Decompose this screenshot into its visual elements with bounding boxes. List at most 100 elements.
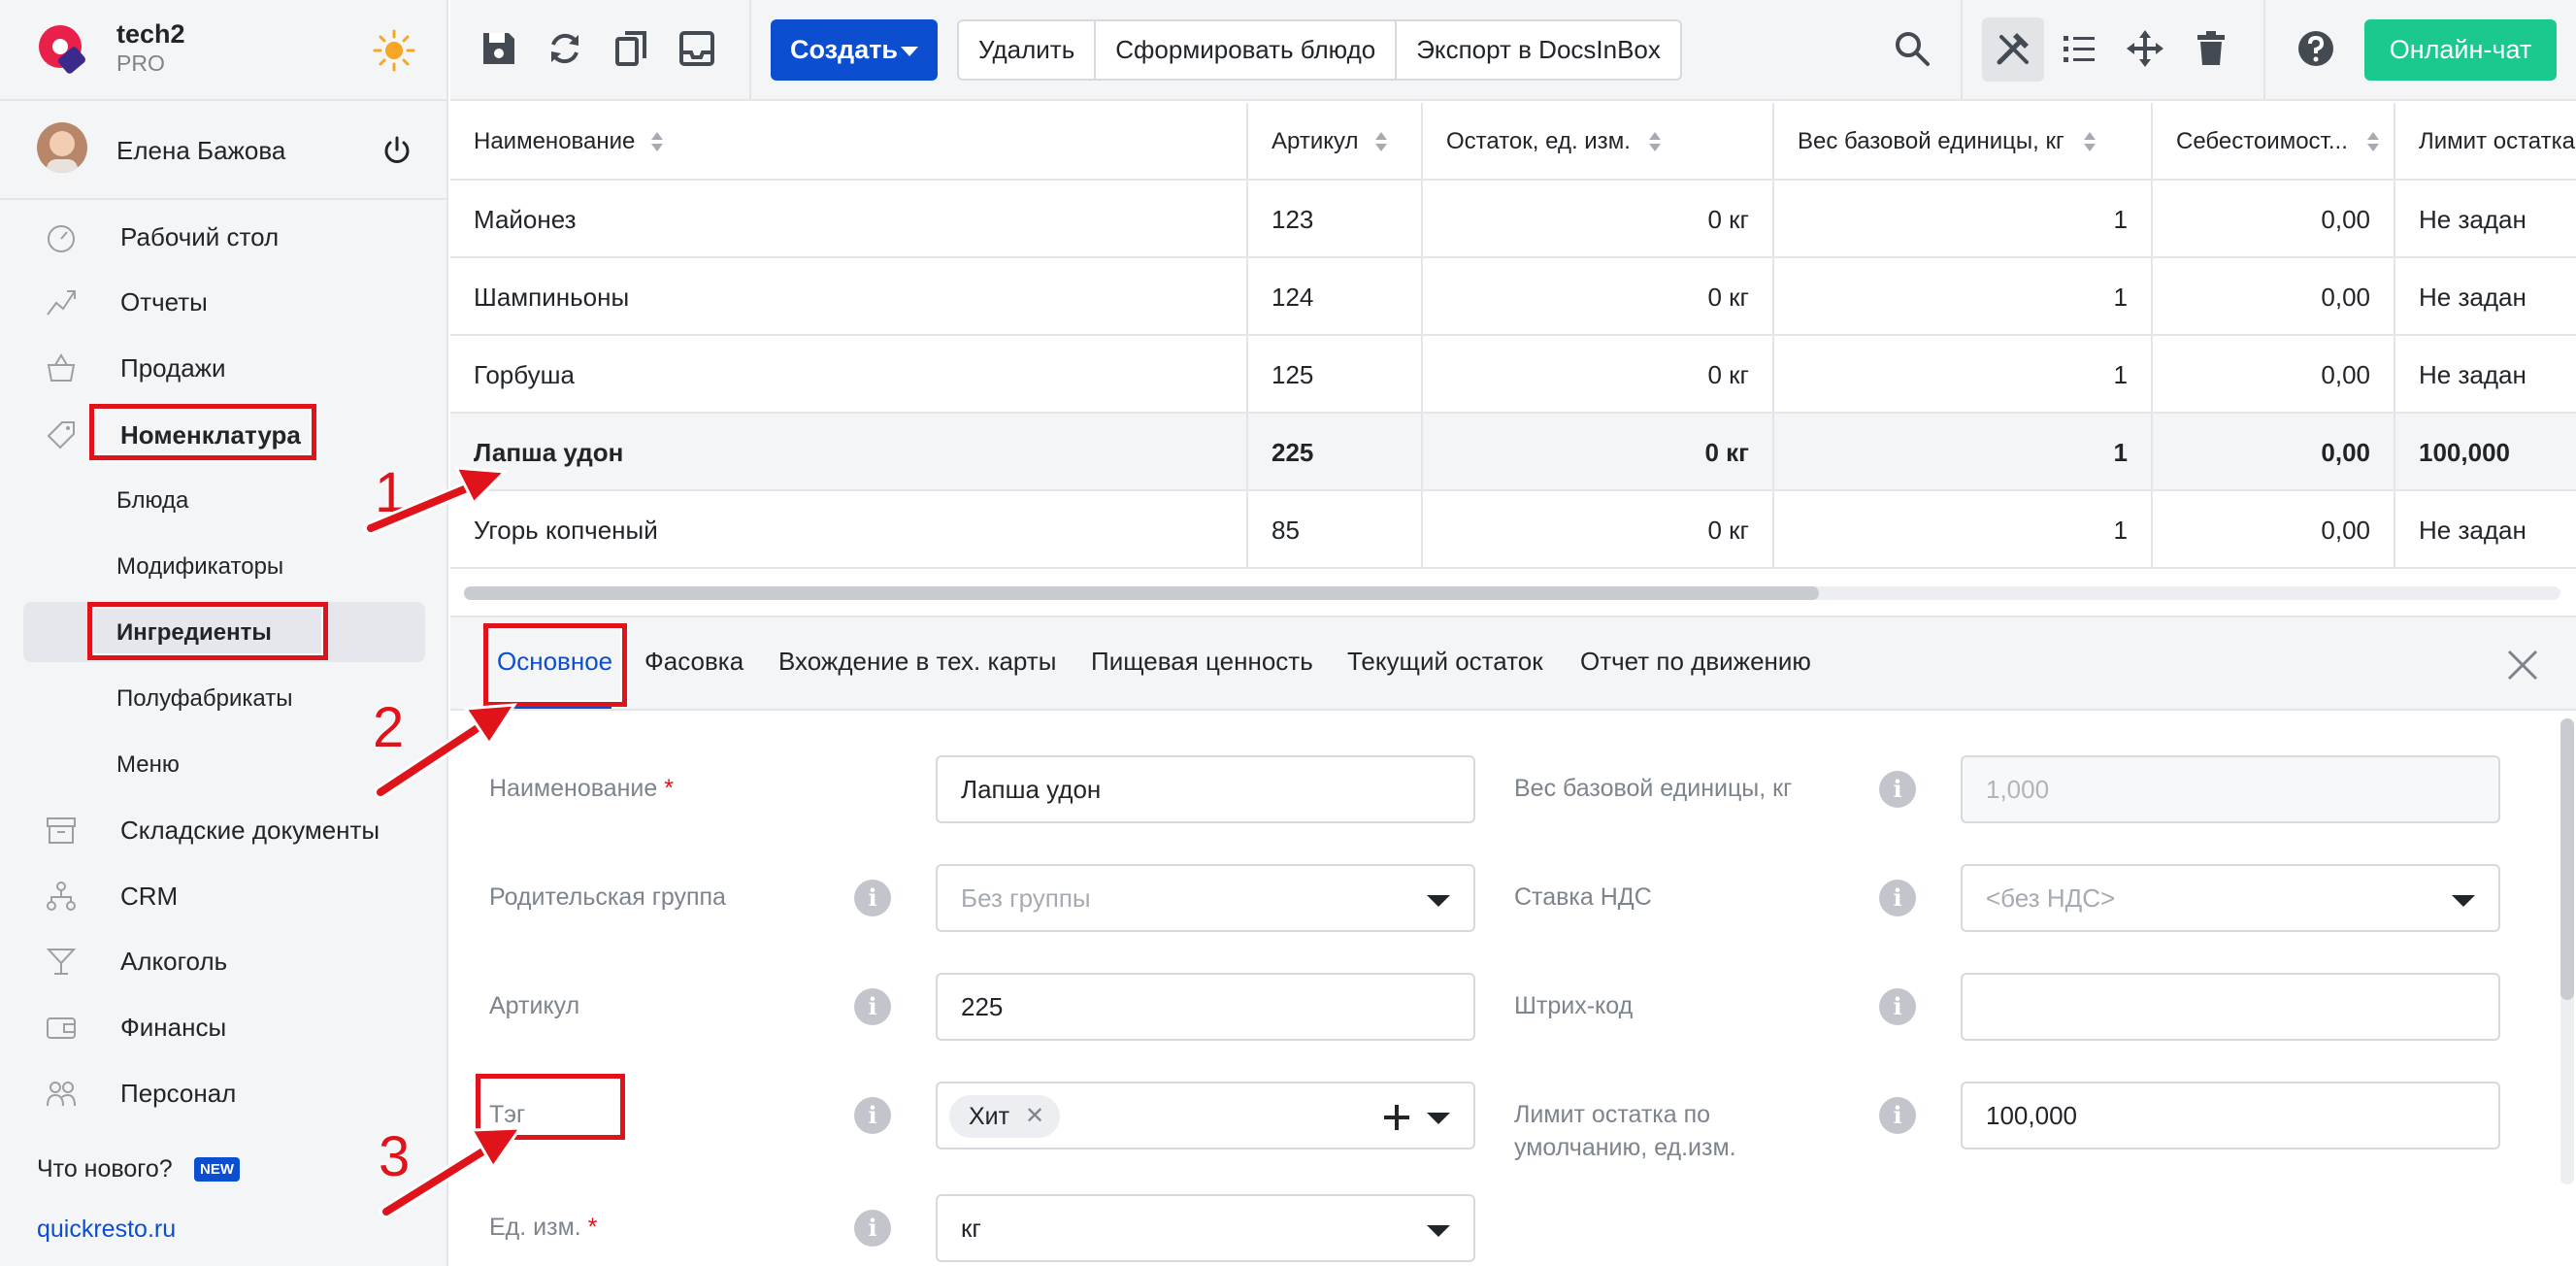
vat-select[interactable]: <без НДС> xyxy=(1961,864,2500,932)
cell-article: 124 xyxy=(1248,258,1423,336)
tools-icon[interactable] xyxy=(1994,29,2032,68)
online-chat-button[interactable]: Онлайн-чат xyxy=(2364,19,2557,81)
nav-item-warehouse-docs[interactable]: Складские документы xyxy=(23,801,431,857)
column-header-limit[interactable]: Лимит остатка xyxy=(2395,103,2576,181)
brand-header: tech2 PRO xyxy=(0,0,448,101)
search-icon[interactable] xyxy=(1893,29,1932,68)
vertical-scrollbar[interactable] xyxy=(2560,718,2574,1184)
cell-cost: 0,00 xyxy=(2153,181,2395,258)
tab-tech-cards[interactable]: Вхождение в тех. карты xyxy=(778,647,1057,676)
nav-item-crm[interactable]: CRM xyxy=(23,867,431,923)
remove-tag-icon[interactable]: ✕ xyxy=(1024,1103,1045,1129)
parent-group-label: Родительская группа xyxy=(489,883,726,911)
toolbar-divider xyxy=(749,0,751,101)
table-row[interactable]: Горбуша 125 0 кг 1 0,00 Не задан xyxy=(450,336,2576,414)
info-icon[interactable]: i xyxy=(854,1097,891,1134)
nav-item-nomenclature[interactable]: Номенклатура xyxy=(23,406,431,462)
column-title: Себестоимост... xyxy=(2176,128,2348,154)
sun-icon[interactable] xyxy=(373,29,415,72)
list-icon[interactable] xyxy=(2060,29,2098,68)
plus-icon[interactable] xyxy=(1382,1103,1411,1132)
sub-label: Меню xyxy=(116,751,180,778)
delete-button[interactable]: Удалить xyxy=(959,21,1097,79)
whats-new-link[interactable]: Что нового? xyxy=(37,1155,173,1183)
sub-item-modifiers[interactable]: Модификаторы xyxy=(23,536,425,596)
parent-group-select[interactable]: Без группы xyxy=(936,864,1475,932)
tag-label: Тэг xyxy=(489,1101,526,1128)
table-row[interactable]: Угорь копченый 85 0 кг 1 0,00 Не задан xyxy=(450,491,2576,569)
site-link[interactable]: quickresto.ru xyxy=(37,1216,177,1243)
column-header-cost[interactable]: Себестоимост... xyxy=(2153,103,2395,181)
table-row[interactable]: Шампиньоны 124 0 кг 1 0,00 Не задан xyxy=(450,258,2576,336)
info-icon[interactable]: i xyxy=(1879,1097,1916,1134)
cell-weight: 1 xyxy=(1774,336,2153,414)
sub-label: Ингредиенты xyxy=(116,619,272,646)
column-header-weight[interactable]: Вес базовой единицы, кг xyxy=(1774,103,2153,181)
copy-icon[interactable] xyxy=(611,29,650,68)
export-docsinbox-button[interactable]: Экспорт в DocsInBox xyxy=(1416,35,1661,64)
tab-main[interactable]: Основное xyxy=(497,647,613,676)
nav-item-dashboard[interactable]: Рабочий стол xyxy=(23,208,431,264)
power-icon[interactable] xyxy=(380,134,413,167)
nav-item-staff[interactable]: Персонал xyxy=(23,1064,431,1120)
cell-stock: 0 кг xyxy=(1423,181,1774,258)
barcode-input[interactable] xyxy=(1961,973,2500,1041)
cell-limit: Не задан xyxy=(2419,516,2526,545)
sort-icon xyxy=(1375,132,1387,151)
unit-select[interactable]: кг xyxy=(936,1194,1475,1262)
scrollbar-thumb[interactable] xyxy=(464,586,1819,600)
highlight-tag-label xyxy=(476,1074,625,1140)
make-dish-button[interactable]: Сформировать блюдо xyxy=(1096,21,1398,79)
column-header-name[interactable]: Наименование xyxy=(450,103,1248,181)
column-header-article[interactable]: Артикул xyxy=(1248,103,1423,181)
avatar[interactable] xyxy=(37,122,87,173)
move-icon[interactable] xyxy=(2126,29,2164,68)
info-icon[interactable]: i xyxy=(1879,880,1916,916)
cell-cost: 0,00 xyxy=(2153,414,2395,491)
info-icon[interactable]: i xyxy=(854,880,891,916)
chevron-down-icon xyxy=(1427,1113,1450,1124)
inbox-icon[interactable] xyxy=(677,29,716,68)
nav-item-reports[interactable]: Отчеты xyxy=(23,273,431,329)
info-icon[interactable]: i xyxy=(854,1210,891,1247)
trash-icon[interactable] xyxy=(2192,29,2230,68)
nav-item-alcohol[interactable]: Алкоголь xyxy=(23,932,431,988)
create-button[interactable]: Создать xyxy=(771,19,938,81)
cell-name: Горбуша xyxy=(450,336,1248,414)
tab-current-stock[interactable]: Текущий остаток xyxy=(1347,647,1543,676)
column-header-stock[interactable]: Остаток, ед. изм. xyxy=(1423,103,1774,181)
nav-item-sales[interactable]: Продажи xyxy=(23,339,431,395)
name-input[interactable]: Лапша удон xyxy=(936,755,1475,823)
table-header: Наименование Артикул Остаток, ед. изм. В… xyxy=(450,103,2576,181)
sub-item-semifinished[interactable]: Полуфабрикаты xyxy=(23,668,425,728)
cell-stock: 0 кг xyxy=(1423,336,1774,414)
toolbar: Создать Удалить Сформировать блюдо Экспо… xyxy=(450,0,2576,101)
save-icon[interactable] xyxy=(479,29,518,68)
cell-name: Майонез xyxy=(450,181,1248,258)
close-icon[interactable] xyxy=(2504,647,2541,683)
info-icon[interactable]: i xyxy=(854,988,891,1025)
cell-article: 225 xyxy=(1248,414,1423,491)
user-block: Елена Бажова xyxy=(0,101,448,200)
tab-movement-report[interactable]: Отчет по движению xyxy=(1580,647,1811,676)
scrollbar-thumb[interactable] xyxy=(2560,718,2574,1000)
article-input[interactable]: 225 xyxy=(936,973,1475,1041)
cell-article: 85 xyxy=(1248,491,1423,569)
info-icon[interactable]: i xyxy=(1879,771,1916,808)
tab-nutrition[interactable]: Пищевая ценность xyxy=(1091,647,1313,676)
table-row-selected[interactable]: Лапша удон 225 0 кг 1 0,00 100,000 xyxy=(450,414,2576,491)
tag-input[interactable]: Хит ✕ xyxy=(936,1082,1475,1149)
table-row[interactable]: Майонез 123 0 кг 1 0,00 Не задан xyxy=(450,181,2576,258)
nav-item-finance[interactable]: Финансы xyxy=(23,998,431,1054)
sub-item-dishes[interactable]: Блюда xyxy=(23,470,425,530)
chevron-down-icon xyxy=(2452,895,2475,907)
arrow-annotation-3 xyxy=(380,1126,523,1218)
refresh-icon[interactable] xyxy=(545,29,584,68)
sub-item-menu[interactable]: Меню xyxy=(23,734,425,794)
horizontal-scrollbar[interactable] xyxy=(464,586,2560,600)
help-icon[interactable] xyxy=(2296,29,2335,68)
nav-label: Продажи xyxy=(120,353,226,383)
tab-packaging[interactable]: Фасовка xyxy=(644,647,744,676)
limit-input[interactable]: 100,000 xyxy=(1961,1082,2500,1149)
info-icon[interactable]: i xyxy=(1879,988,1916,1025)
